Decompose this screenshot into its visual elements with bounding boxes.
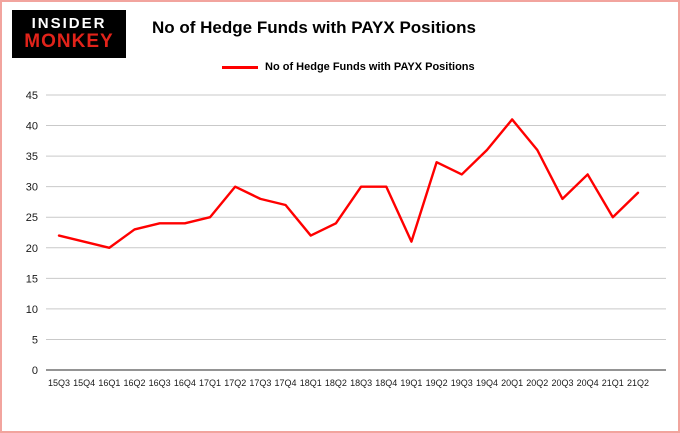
chart-title: No of Hedge Funds with PAYX Positions (152, 18, 476, 37)
x-tick-label: 20Q4 (577, 378, 599, 388)
x-tick-label: 16Q2 (124, 378, 146, 388)
y-tick-label: 5 (32, 334, 38, 346)
x-tick-label: 20Q2 (526, 378, 548, 388)
legend-line-swatch (222, 65, 258, 69)
insider-monkey-logo: INSIDER MONKEY (12, 10, 126, 58)
legend-label: No of Hedge Funds with PAYX Positions (265, 61, 475, 73)
x-tick-label: 21Q2 (627, 378, 649, 388)
x-tick-label: 18Q3 (350, 378, 372, 388)
x-tick-label: 15Q3 (48, 378, 70, 388)
x-axis-labels: 15Q3 15Q4 16Q1 16Q2 16Q3 16Q4 17Q1 17Q2 17Q3 17Q4… (48, 378, 649, 388)
y-tick-label: 0 (32, 365, 38, 377)
y-tick-label: 25 (26, 212, 38, 224)
x-tick-label: 18Q4 (375, 378, 397, 388)
y-tick-label: 30 (26, 182, 38, 194)
x-tick-label: 20Q3 (551, 378, 573, 388)
y-tick-label: 20 (26, 243, 38, 255)
x-tick-label: 17Q4 (275, 378, 297, 388)
y-tick-label: 35 (26, 151, 38, 163)
y-tick-label: 10 (26, 304, 38, 316)
series-line (57, 118, 640, 249)
x-tick-label: 16Q1 (98, 378, 120, 388)
x-tick-label: 20Q1 (501, 378, 523, 388)
legend: No of Hedge Funds with PAYX Positions (222, 61, 475, 73)
x-tick-label: 19Q4 (476, 378, 498, 388)
x-tick-label: 21Q1 (602, 378, 624, 388)
x-tick-label: 19Q3 (451, 378, 473, 388)
x-tick-label: 19Q1 (400, 378, 422, 388)
x-tick-label: 15Q4 (73, 378, 95, 388)
x-tick-label: 19Q2 (426, 378, 448, 388)
x-tick-label: 18Q1 (300, 378, 322, 388)
x-tick-label: 17Q3 (249, 378, 271, 388)
x-tick-label: 16Q4 (174, 378, 196, 388)
logo-text-insider: INSIDER (31, 15, 107, 33)
x-tick-label: 18Q2 (325, 378, 347, 388)
x-tick-label: 17Q2 (224, 378, 246, 388)
y-axis-labels: 0 5 10 15 20 25 30 35 40 45 (26, 90, 38, 377)
y-tick-label: 15 (26, 273, 38, 285)
line-chart: 0 5 10 15 20 25 30 35 40 45 15Q3 15Q4 16Q1 16Q2 16Q3 16… (26, 90, 666, 388)
x-tick-label: 17Q1 (199, 378, 221, 388)
y-tick-label: 40 (26, 121, 38, 133)
gridlines (46, 94, 666, 371)
logo-text-monkey: MONKEY (24, 30, 114, 52)
y-tick-label: 45 (26, 90, 38, 102)
x-tick-label: 16Q3 (149, 378, 171, 388)
